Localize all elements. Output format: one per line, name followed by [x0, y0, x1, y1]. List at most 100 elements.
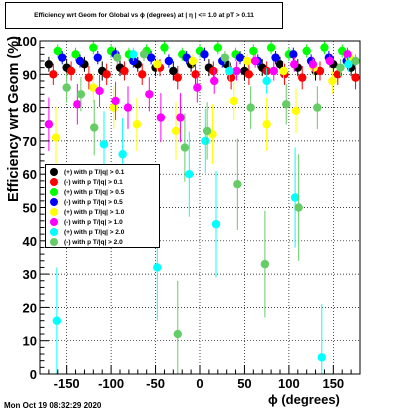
x-axis-label: ϕ (degrees)	[268, 392, 340, 407]
data-point	[344, 60, 353, 69]
data-point	[145, 90, 154, 99]
legend-label: (+) with p T/|q| > 2.0	[64, 228, 125, 236]
data-point	[262, 120, 271, 129]
legend: (+) with p T/|q| > 0.1 (-) with p T/|q| >…	[45, 164, 160, 248]
y-tick-label: 40	[23, 234, 37, 249]
data-point	[250, 56, 260, 66]
data-point	[129, 50, 138, 59]
axis-ticks: -150 -100 -50 0 50 100 150 0 10 20 30 40 50 60 70 80 90 1…	[15, 34, 361, 391]
data-point	[290, 60, 299, 69]
data-point	[275, 60, 285, 69]
data-point	[333, 70, 342, 79]
chart-title: Efficiency wrt Geom for Global vs ϕ (deg…	[5, 2, 283, 29]
data-point	[246, 103, 255, 112]
data-point	[53, 46, 62, 56]
data-point	[120, 66, 129, 76]
data-point	[294, 203, 303, 212]
data-point	[76, 90, 86, 99]
legend-label: (-) with p T/|q| > 0.5	[64, 198, 123, 206]
legend-marker	[50, 228, 58, 236]
data-point	[156, 113, 166, 122]
data-point	[138, 70, 147, 79]
data-point	[111, 96, 120, 106]
data-point	[62, 83, 71, 92]
data-point	[89, 83, 98, 92]
legend-label: (-) with p T/|q| > 0.1	[64, 178, 123, 186]
data-point	[290, 193, 300, 202]
data-point	[139, 50, 149, 59]
x-tick-label: 150	[322, 376, 344, 391]
data-point	[89, 43, 98, 52]
legend-label: (-) with p T/|q| > 1.0	[64, 218, 123, 226]
data-point	[176, 113, 185, 122]
legend-marker	[50, 238, 58, 246]
data-point	[279, 66, 288, 76]
legend-entry: (-) with p T/|q| > 1.0	[50, 217, 159, 227]
data-point	[262, 76, 271, 86]
legend-entry: (-) with p T/|q| > 0.1	[50, 177, 159, 187]
data-point	[146, 53, 156, 62]
y-tick-label: 90	[23, 67, 37, 82]
legend-label: (+) with p T/|q| > 0.1	[64, 168, 125, 176]
data-point	[93, 53, 102, 62]
data-point	[298, 73, 307, 82]
data-point	[211, 219, 221, 229]
data-point	[173, 329, 182, 339]
data-point	[213, 43, 222, 52]
data-point	[200, 50, 209, 59]
data-point	[271, 53, 280, 62]
data-point	[153, 263, 162, 272]
series-5	[51, 50, 354, 169]
data-point	[73, 100, 82, 109]
legend-marker	[50, 188, 58, 196]
data-point	[173, 73, 182, 82]
data-point	[113, 53, 122, 62]
data-point	[102, 70, 111, 79]
legend-entry: (+) with p T/|q| > 0.5	[50, 187, 159, 197]
data-point	[90, 123, 99, 132]
data-point	[244, 70, 254, 79]
data-point	[320, 43, 329, 52]
data-point	[232, 66, 241, 76]
y-tick-label: 50	[23, 201, 37, 216]
data-point	[188, 56, 198, 66]
data-point	[282, 100, 291, 109]
data-point	[132, 120, 142, 129]
x-tick-label: 100	[278, 376, 300, 391]
data-point	[99, 140, 109, 149]
data-point	[191, 70, 200, 79]
legend-marker	[50, 178, 58, 186]
legend-marker	[50, 218, 58, 226]
data-point	[225, 66, 234, 76]
data-point	[328, 76, 337, 86]
data-point	[266, 43, 276, 52]
y-tick-label: 100	[15, 34, 37, 49]
timestamp: Mon Oct 19 08:32:29 2020	[4, 401, 102, 410]
data-point	[302, 46, 311, 56]
legend-marker	[50, 208, 58, 216]
legend-entry: (+) with p T/|q| > 0.1	[50, 167, 159, 177]
legend-entry: (+) with p T/|q| > 2.0	[50, 227, 159, 237]
series-6	[44, 47, 352, 151]
data-point	[325, 56, 334, 66]
x-tick-label: -100	[98, 376, 124, 391]
data-point	[308, 60, 318, 69]
x-tick-label: -150	[54, 376, 80, 391]
data-point	[51, 133, 61, 142]
data-point	[171, 126, 181, 136]
data-point	[315, 66, 325, 76]
series-layer	[44, 41, 360, 374]
legend-label: (+) with p T/|q| > 0.5	[64, 188, 125, 196]
series-8	[62, 47, 360, 374]
data-point	[210, 76, 219, 86]
series-3	[53, 41, 347, 61]
data-point	[317, 353, 326, 362]
data-point	[123, 103, 133, 112]
data-point	[260, 259, 270, 269]
legend-label: (-) with p T/|q| > 2.0	[64, 238, 123, 246]
legend-entry: (+) with p T/|q| > 1.0	[50, 207, 159, 217]
data-point	[201, 136, 210, 146]
x-tick-label: -50	[146, 376, 165, 391]
data-point	[233, 179, 242, 189]
